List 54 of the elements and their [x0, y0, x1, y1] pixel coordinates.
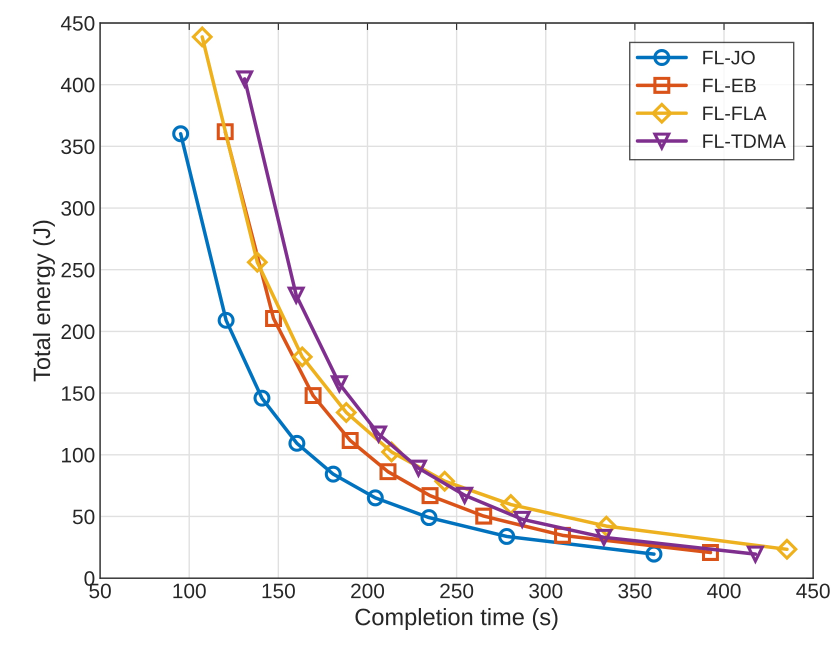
point [246, 252, 268, 273]
point [456, 486, 474, 504]
x-tick-label: 300 [529, 584, 562, 598]
point [746, 546, 764, 563]
point [342, 432, 359, 449]
y-tick-label: 50 [72, 509, 94, 524]
point [366, 489, 384, 506]
point [475, 508, 492, 525]
legend-label: FL-TDMA [703, 134, 786, 148]
point [595, 528, 612, 546]
point [336, 402, 357, 423]
y-axis-title: Total energy (J) [32, 220, 55, 382]
x-tick-label: 100 [173, 584, 206, 598]
point [304, 387, 322, 404]
point [192, 26, 213, 48]
y-tick-label: 300 [61, 201, 94, 216]
legend-label: FL-EB [703, 78, 756, 92]
x-axis-title: Completion time (s) [355, 608, 558, 630]
point [172, 125, 190, 142]
x-tick-label: 350 [618, 584, 652, 598]
point [380, 463, 396, 480]
point [288, 434, 306, 452]
point [776, 538, 798, 560]
point [288, 286, 305, 304]
y-tick-label: 0 [84, 571, 94, 586]
point [253, 390, 270, 407]
point [236, 70, 254, 88]
x-tick-label: 200 [351, 584, 384, 598]
y-tick-label: 200 [62, 324, 94, 340]
y-tick-label: 150 [62, 386, 94, 401]
point [265, 310, 282, 327]
point [420, 509, 438, 526]
point [410, 460, 427, 477]
x-tick-label: 50 [89, 584, 111, 598]
y-tick-label: 400 [60, 78, 94, 92]
y-tick-label: 250 [62, 262, 94, 278]
point [292, 346, 313, 368]
legend-label: FL-FLA [703, 106, 766, 120]
y-tick-label: 350 [61, 139, 94, 154]
x-tick-label: 150 [262, 584, 295, 598]
point [370, 425, 388, 442]
legend-label: FL-JO [703, 50, 755, 64]
point [422, 487, 439, 504]
point [514, 510, 531, 528]
x-tick-label: 250 [440, 584, 474, 598]
point [218, 312, 235, 329]
x-tick-label: 450 [796, 584, 830, 598]
x-tick-label: 400 [707, 584, 741, 598]
point [324, 466, 342, 483]
y-tick-label: 450 [60, 16, 94, 31]
point [330, 375, 348, 392]
y-tick-label: 100 [62, 448, 94, 463]
point [500, 494, 522, 515]
point [498, 528, 516, 545]
